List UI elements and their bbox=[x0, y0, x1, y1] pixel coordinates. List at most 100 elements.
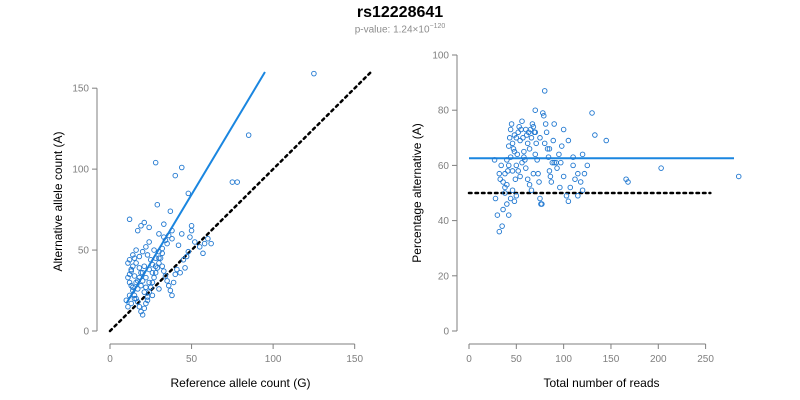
data-point bbox=[521, 154, 527, 160]
data-point bbox=[549, 159, 556, 166]
data-point bbox=[179, 231, 185, 237]
data-point bbox=[504, 157, 510, 163]
data-point bbox=[165, 282, 172, 289]
x-tick-label: 250 bbox=[697, 354, 714, 365]
data-point bbox=[180, 257, 187, 263]
data-point bbox=[133, 295, 139, 302]
data-point bbox=[544, 146, 551, 152]
data-point bbox=[134, 286, 141, 292]
data-point bbox=[658, 165, 664, 171]
data-point bbox=[546, 146, 553, 152]
data-point bbox=[182, 265, 188, 271]
data-point bbox=[532, 151, 539, 158]
x-tick-label: 200 bbox=[650, 354, 667, 365]
data-point bbox=[509, 168, 516, 174]
data-point bbox=[520, 135, 526, 141]
data-point bbox=[579, 187, 586, 193]
data-point bbox=[513, 135, 520, 141]
data-point bbox=[138, 282, 144, 289]
data-point bbox=[139, 248, 146, 255]
data-point bbox=[156, 255, 162, 261]
data-point bbox=[169, 292, 175, 299]
data-point bbox=[528, 187, 535, 193]
data-point bbox=[151, 274, 157, 281]
data-point bbox=[126, 271, 133, 278]
data-point bbox=[506, 212, 512, 218]
data-point bbox=[556, 151, 562, 158]
x-axis-title: Reference allele count (G) bbox=[170, 376, 310, 390]
data-point bbox=[532, 107, 539, 113]
data-point bbox=[151, 247, 157, 253]
data-point bbox=[735, 173, 742, 180]
data-point bbox=[535, 170, 541, 177]
data-point bbox=[149, 279, 156, 286]
data-point bbox=[177, 269, 183, 276]
data-point bbox=[492, 195, 499, 202]
data-point bbox=[515, 129, 521, 136]
data-point bbox=[534, 157, 540, 163]
data-point bbox=[162, 273, 169, 279]
data-point bbox=[141, 263, 148, 270]
data-point bbox=[539, 201, 545, 207]
data-point bbox=[517, 173, 523, 180]
data-point bbox=[141, 289, 148, 295]
data-point bbox=[174, 266, 180, 273]
x-tick-label: 150 bbox=[346, 354, 363, 365]
data-point bbox=[500, 206, 506, 213]
data-point bbox=[502, 190, 508, 196]
data-point bbox=[167, 208, 174, 214]
data-point bbox=[169, 235, 175, 242]
data-point bbox=[141, 219, 148, 226]
data-point bbox=[161, 268, 167, 274]
data-point bbox=[130, 252, 136, 258]
data-point bbox=[131, 295, 138, 302]
data-point bbox=[152, 159, 159, 166]
data-point bbox=[136, 265, 143, 271]
data-point bbox=[528, 135, 535, 141]
data-point bbox=[131, 273, 138, 279]
data-point bbox=[502, 170, 508, 177]
data-point bbox=[143, 244, 149, 250]
data-point bbox=[128, 300, 134, 307]
data-point bbox=[126, 279, 133, 286]
x-tick-label: 100 bbox=[555, 354, 572, 365]
data-point bbox=[169, 227, 175, 234]
data-point bbox=[159, 263, 165, 270]
y-axis-title: Percentage alternative (A) bbox=[410, 123, 424, 262]
data-point bbox=[134, 227, 141, 234]
y-tick-label: 40 bbox=[438, 216, 450, 227]
data-point bbox=[175, 242, 182, 248]
data-point bbox=[133, 260, 139, 266]
data-point bbox=[156, 231, 162, 237]
data-point bbox=[526, 146, 533, 152]
data-point bbox=[200, 250, 206, 257]
data-point bbox=[164, 240, 170, 247]
data-point bbox=[554, 165, 560, 171]
data-point bbox=[575, 170, 581, 177]
data-point bbox=[185, 190, 192, 197]
data-point bbox=[541, 112, 547, 119]
data-point bbox=[134, 299, 141, 305]
y-tick-label: 20 bbox=[438, 271, 450, 282]
x-tick-label: 100 bbox=[265, 354, 282, 365]
data-point bbox=[139, 269, 146, 276]
y-tick-label: 0 bbox=[83, 327, 89, 338]
data-point bbox=[512, 176, 519, 182]
data-point bbox=[149, 269, 156, 276]
y-tick-label: 100 bbox=[72, 165, 89, 176]
data-point bbox=[139, 312, 146, 318]
data-point bbox=[521, 148, 527, 155]
data-point bbox=[128, 282, 134, 289]
data-point bbox=[172, 172, 178, 179]
data-point bbox=[575, 193, 581, 199]
data-point bbox=[133, 279, 139, 286]
data-point bbox=[146, 224, 152, 231]
data-point bbox=[548, 179, 555, 185]
right-panel-percentage-alternative: 0 50 100 150 200 250 0 20 40 60 80 100 Total number … bbox=[410, 51, 742, 390]
data-point bbox=[196, 244, 203, 250]
y-tick-label: 80 bbox=[438, 106, 450, 117]
data-point bbox=[507, 126, 514, 133]
x-axis-title: Total number of reads bbox=[543, 376, 659, 390]
data-point bbox=[205, 235, 211, 242]
data-point bbox=[511, 148, 518, 155]
